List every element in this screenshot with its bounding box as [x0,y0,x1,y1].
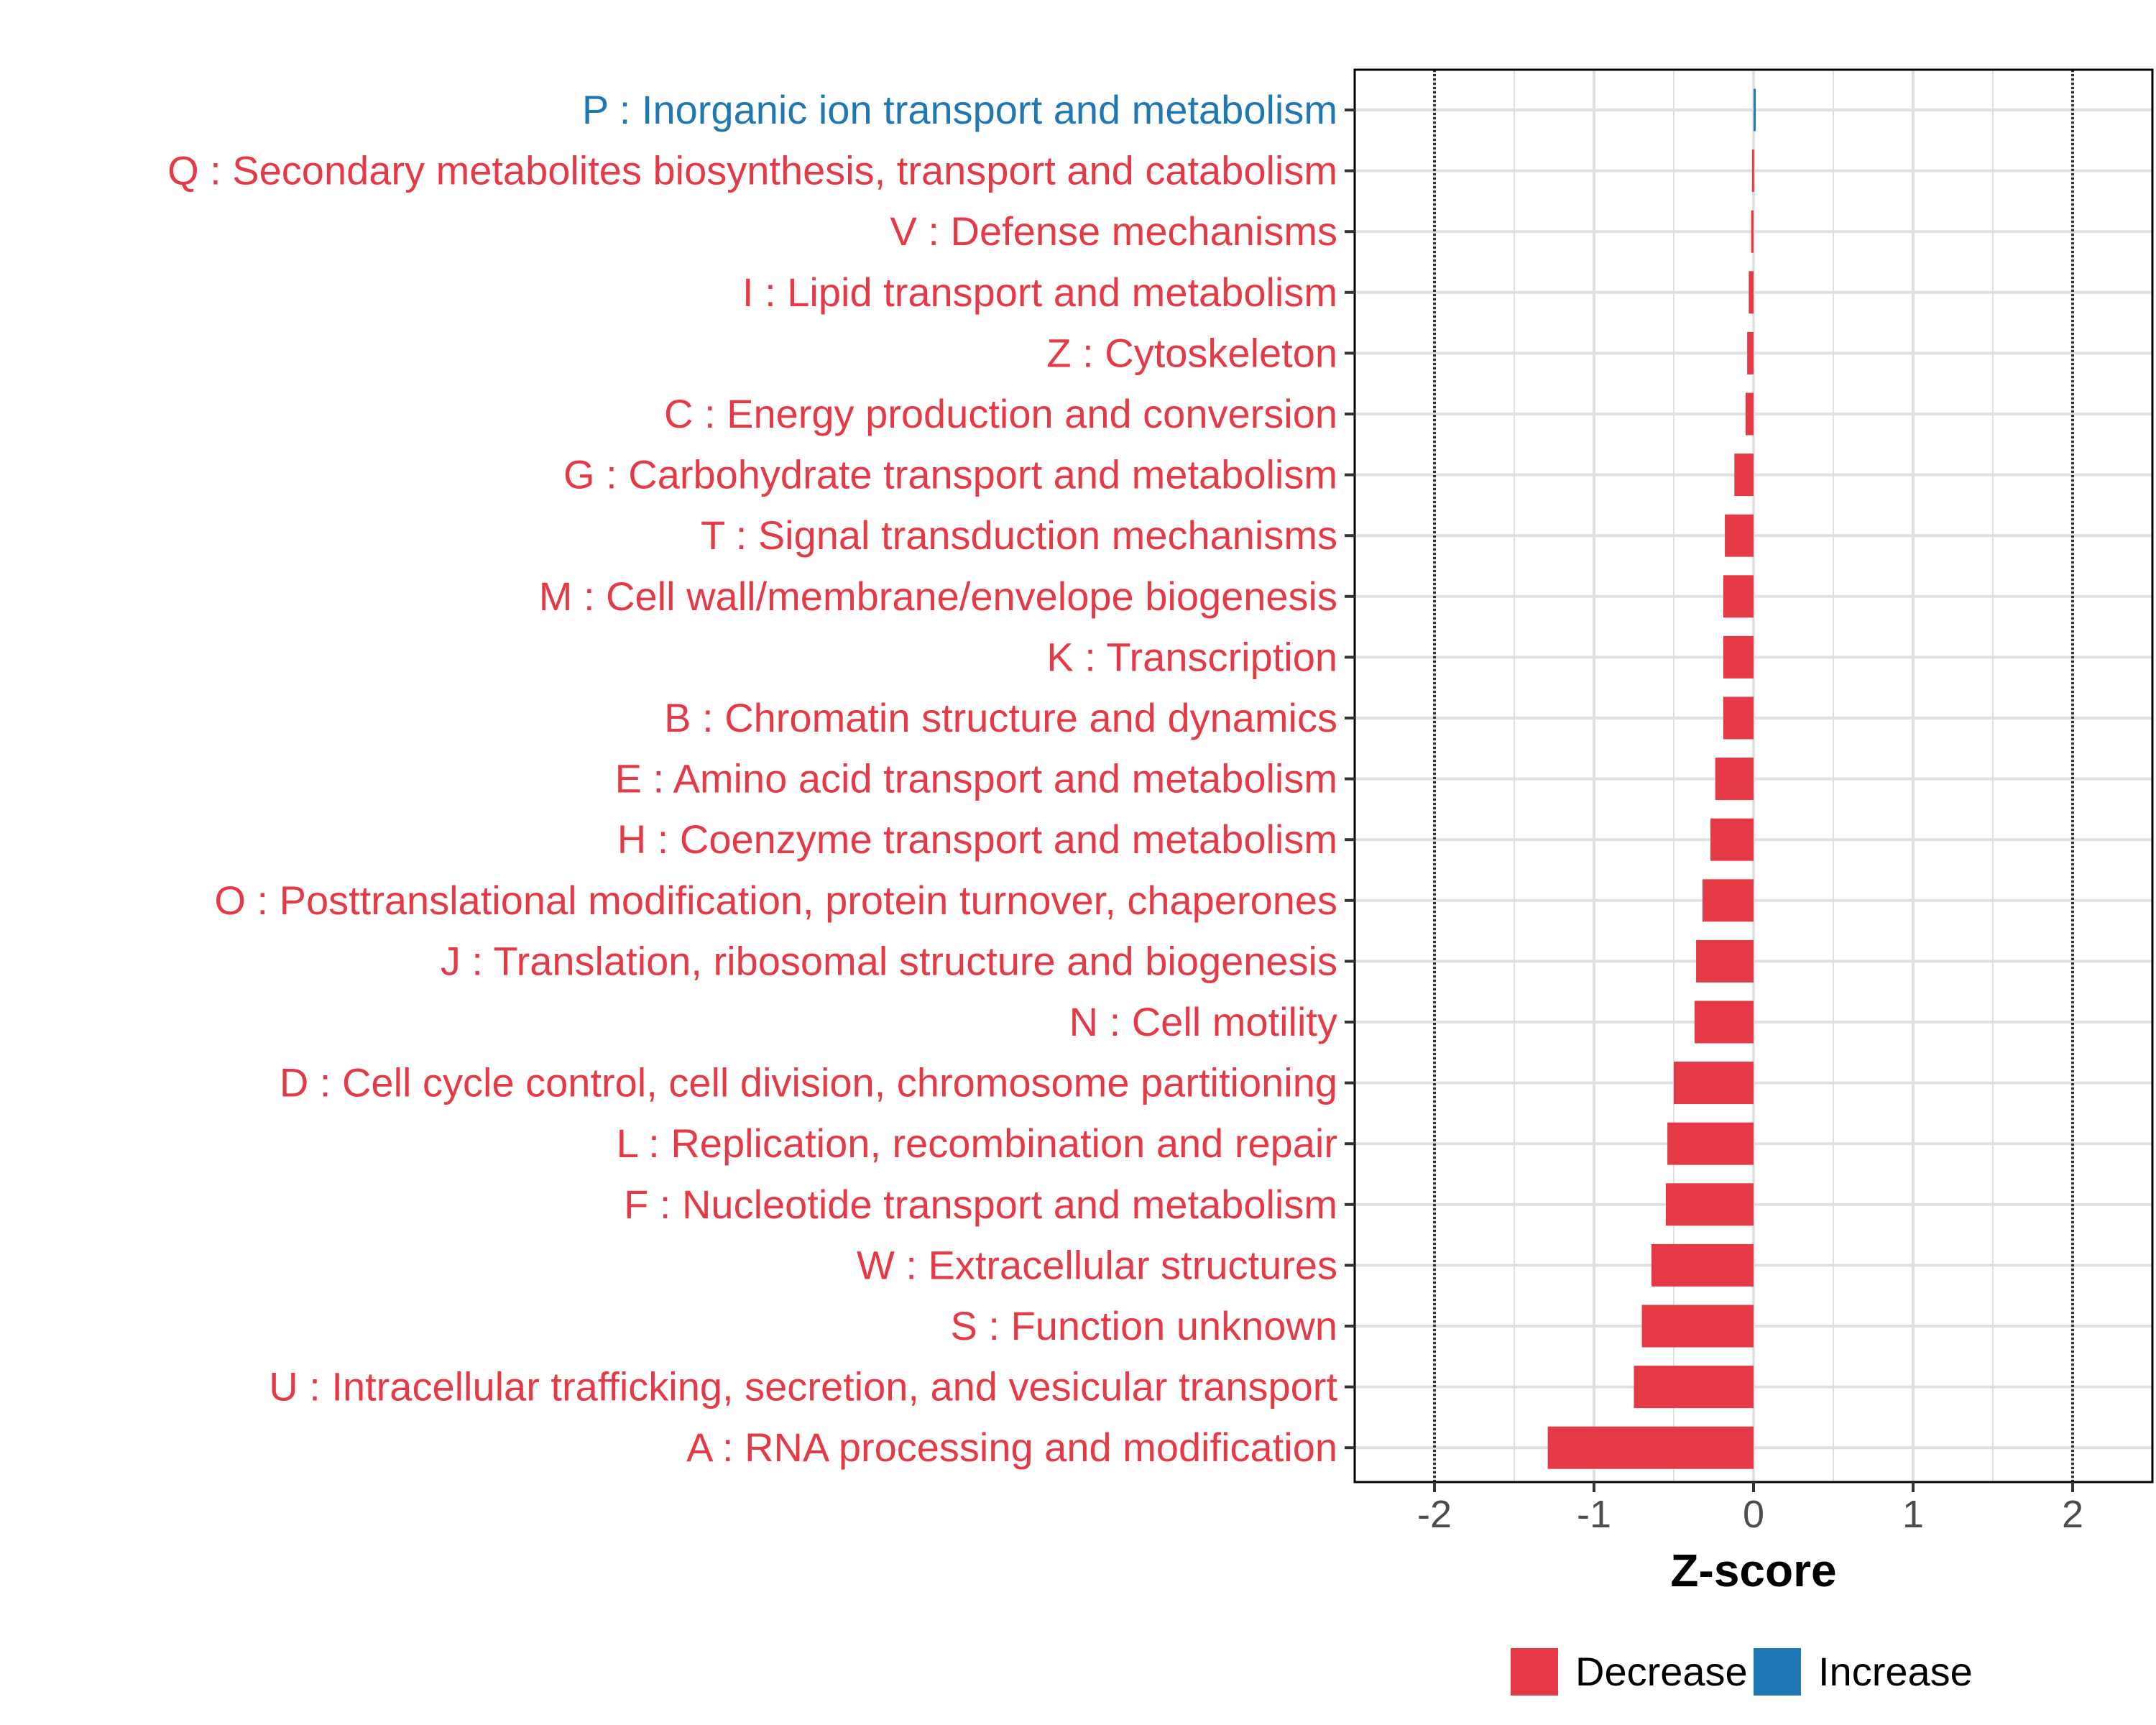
category-label: E : Amino acid transport and metabolism [615,756,1337,801]
bar [1723,696,1754,740]
bar [1725,514,1754,557]
legend-label-decrease: Decrease [1575,1649,1748,1694]
category-label: A : RNA processing and modification [686,1425,1337,1470]
bar [1751,210,1754,253]
category-label: G : Carbohydrate transport and metabolis… [563,452,1337,497]
bar [1723,575,1754,618]
bar [1715,758,1754,801]
x-tick-label: -2 [1417,1493,1452,1536]
category-label: L : Replication, recombination and repai… [617,1121,1337,1166]
category-label: O : Posttranslational modification, prot… [214,878,1337,923]
bar [1667,1122,1754,1165]
category-label: V : Defense mechanisms [890,208,1337,254]
legend: Decrease Increase [1511,1648,1973,1696]
x-axis-title: Z-score [1670,1545,1836,1596]
x-tick-label: 2 [2062,1493,2083,1536]
category-label: S : Function unknown [950,1303,1337,1348]
bar [1723,635,1754,678]
bar [1547,1426,1754,1469]
category-label: Q : Secondary metabolites biosynthesis, … [167,148,1337,193]
x-tick-label: 0 [1743,1493,1764,1536]
category-label: F : Nucleotide transport and metabolism [624,1182,1337,1227]
legend-swatch-decrease [1511,1648,1558,1696]
category-label: M : Cell wall/membrane/envelope biogenes… [539,574,1337,619]
category-label: B : Chromatin structure and dynamics [664,695,1337,740]
bars-layer [1547,88,1756,1469]
bar [1754,88,1756,132]
category-label: W : Extracellular structures [857,1242,1337,1287]
bar [1665,1183,1754,1226]
category-label: Z : Cytoskeleton [1046,330,1337,375]
category-label: H : Coenzyme transport and metabolism [617,816,1337,862]
y-axis-layer: P : Inorganic ion transport and metaboli… [167,87,1355,1470]
bar [1747,331,1754,374]
bar [1702,879,1754,922]
bar [1749,271,1754,314]
bar [1641,1305,1754,1348]
category-label: U : Intracellular trafficking, secretion… [269,1364,1337,1409]
bar [1751,150,1754,193]
legend-label-increase: Increase [1818,1649,1973,1694]
category-label: N : Cell motility [1069,999,1337,1044]
bar [1694,1000,1754,1044]
category-label: P : Inorganic ion transport and metaboli… [582,87,1337,132]
bar [1651,1243,1754,1287]
category-label: C : Energy production and conversion [664,391,1337,436]
category-label: I : Lipid transport and metabolism [742,270,1337,315]
x-axis-layer: -2 -1 0 1 2 [1417,1482,2083,1536]
x-tick-label: 1 [1902,1493,1924,1536]
category-label: J : Translation, ribosomal structure and… [441,938,1337,983]
bar [1674,1062,1754,1105]
bar [1634,1366,1754,1409]
category-label: D : Cell cycle control, cell division, c… [280,1060,1337,1105]
bar [1734,454,1754,497]
category-label: K : Transcription [1046,634,1337,679]
category-label: T : Signal transduction mechanisms [701,512,1337,558]
legend-swatch-increase [1754,1648,1801,1696]
bar [1745,392,1754,436]
x-tick-label: -1 [1577,1493,1611,1536]
bar [1696,939,1754,983]
bar [1710,818,1754,861]
